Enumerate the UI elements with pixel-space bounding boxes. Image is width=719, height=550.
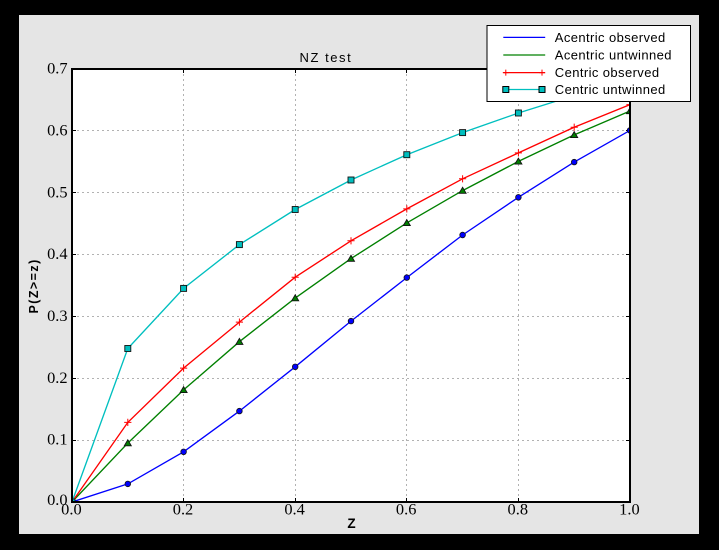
svg-text:0.3: 0.3: [47, 308, 68, 325]
svg-text:0.2: 0.2: [47, 370, 68, 387]
svg-text:Z: Z: [347, 516, 355, 531]
svg-text:0.4: 0.4: [284, 502, 305, 519]
svg-text:P(Z>=z): P(Z>=z): [27, 258, 41, 313]
svg-text:Acentric untwinned: Acentric untwinned: [555, 48, 672, 63]
svg-text:0.1: 0.1: [47, 432, 68, 449]
svg-text:0.7: 0.7: [47, 61, 68, 78]
svg-text:0.5: 0.5: [47, 184, 68, 201]
svg-text:Centric observed: Centric observed: [555, 65, 660, 80]
svg-text:0.0: 0.0: [61, 502, 82, 519]
svg-text:NZ test: NZ test: [300, 50, 353, 65]
svg-text:1.0: 1.0: [619, 502, 640, 519]
svg-text:0.4: 0.4: [47, 246, 68, 263]
svg-text:0.8: 0.8: [508, 502, 529, 519]
svg-text:Acentric observed: Acentric observed: [555, 30, 666, 45]
svg-text:0.2: 0.2: [173, 502, 194, 519]
svg-text:0.6: 0.6: [396, 502, 417, 519]
svg-text:0.6: 0.6: [47, 123, 68, 140]
svg-text:Centric untwinned: Centric untwinned: [555, 82, 666, 97]
svg-text:0.0: 0.0: [47, 492, 68, 509]
